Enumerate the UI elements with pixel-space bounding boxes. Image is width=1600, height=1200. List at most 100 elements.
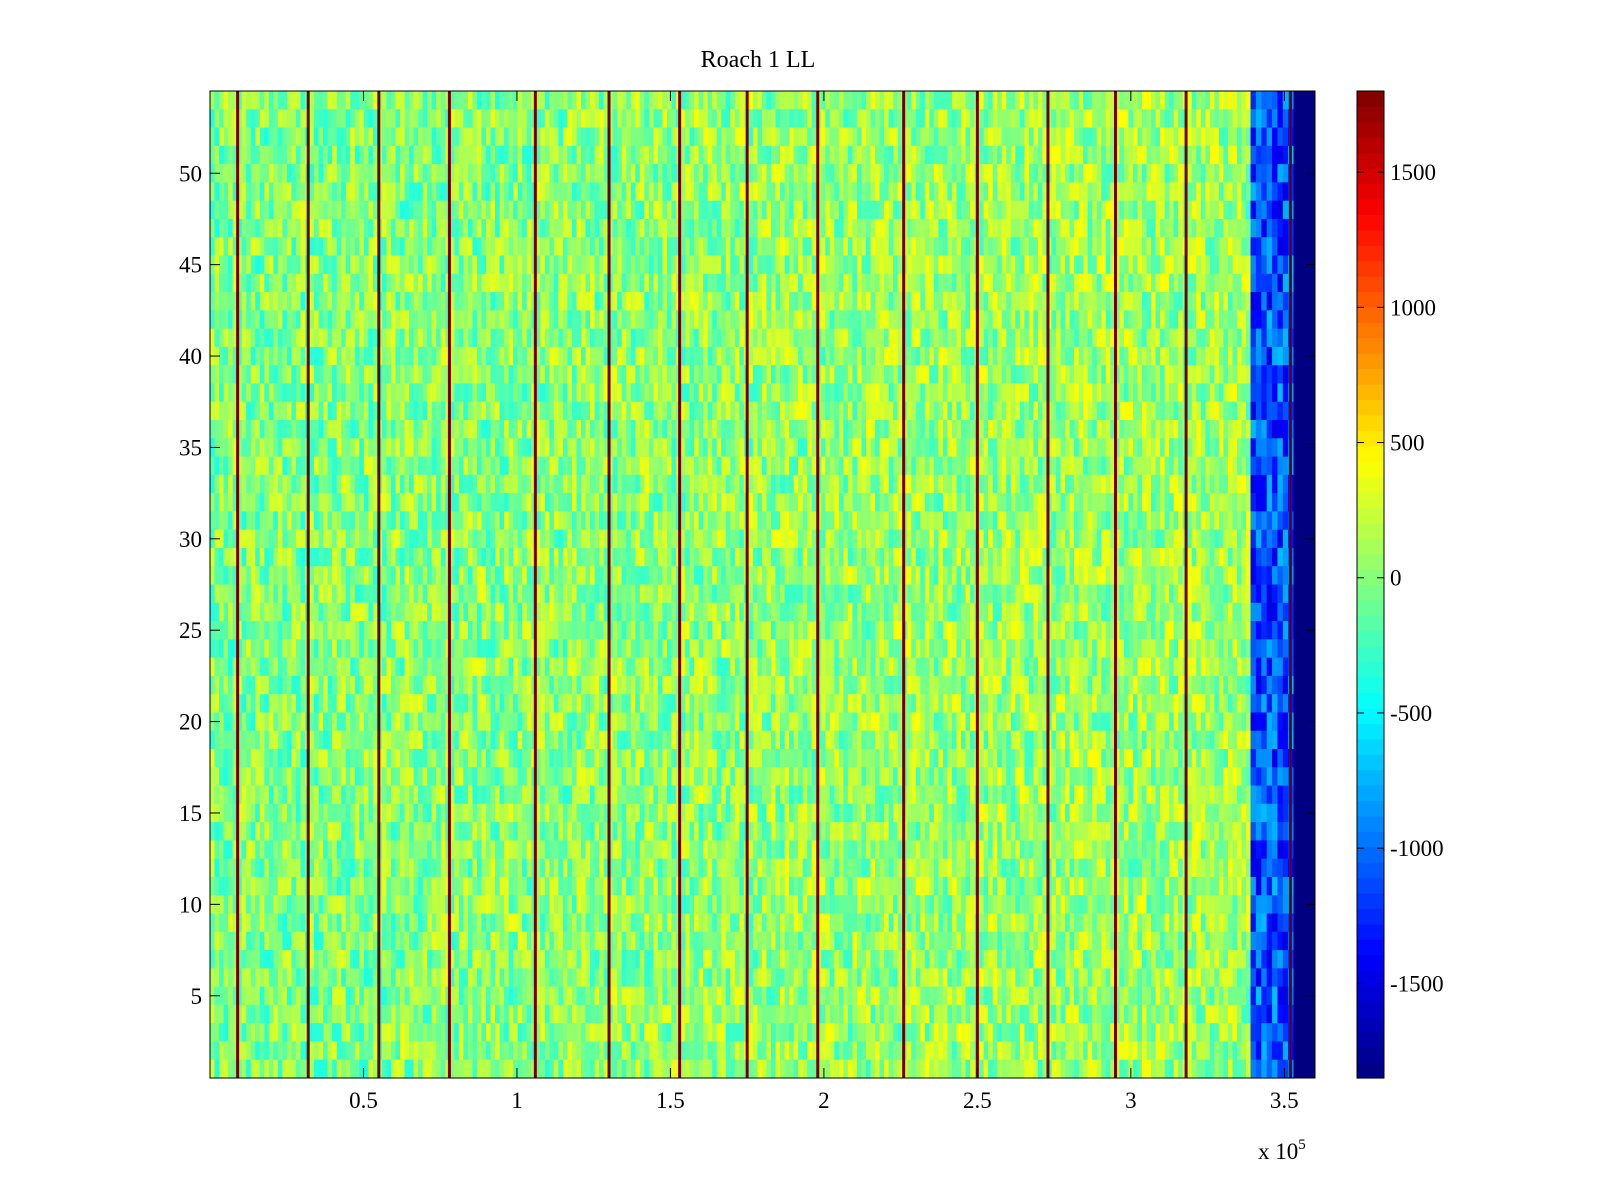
heatmap-cell: [920, 255, 926, 275]
heatmap-cell: [721, 127, 727, 147]
heatmap-cell: [694, 438, 700, 458]
heatmap-cell: [413, 438, 419, 458]
heatmap-cell: [992, 255, 998, 275]
heatmap-cell: [449, 401, 455, 421]
heatmap-cell: [947, 127, 953, 147]
heatmap-cell: [1236, 346, 1243, 366]
heatmap-cell: [413, 273, 419, 293]
heatmap-cell: [961, 145, 967, 165]
heatmap-cell: [1001, 292, 1007, 311]
heatmap-cell: [703, 365, 709, 385]
heatmap-cell: [1078, 91, 1084, 110]
heatmap-cell: [617, 346, 623, 366]
heatmap-cell: [1132, 237, 1139, 257]
heatmap-cell: [300, 438, 306, 458]
heatmap-cell: [1065, 292, 1071, 311]
heatmap-cell: [409, 182, 415, 202]
heatmap-cell: [847, 420, 854, 439]
heatmap-cell: [323, 456, 329, 476]
heatmap-cell: [476, 218, 483, 238]
heatmap-cell: [807, 365, 813, 385]
heatmap-cell: [1200, 237, 1206, 257]
heatmap-cell: [775, 255, 781, 275]
heatmap-cell: [694, 310, 700, 330]
heatmap-cell: [436, 456, 442, 476]
heatmap-cell: [608, 182, 614, 202]
heatmap-cell: [318, 127, 324, 147]
heatmap-cell: [1200, 328, 1206, 348]
heatmap-cell: [255, 383, 261, 403]
heatmap-cell: [1123, 237, 1129, 257]
heatmap-cell: [395, 310, 401, 330]
heatmap-cell: [644, 145, 650, 165]
heatmap-cell: [1128, 218, 1134, 238]
heatmap-cell: [1065, 456, 1071, 476]
heatmap-cell: [273, 273, 279, 293]
heatmap-cell-low: [1266, 255, 1273, 275]
heatmap-cell: [314, 346, 320, 366]
heatmap-cell: [314, 200, 320, 220]
heatmap-cell: [286, 438, 293, 458]
heatmap-cell: [1218, 420, 1224, 439]
heatmap-cell: [1128, 310, 1134, 330]
heatmap-cell: [386, 91, 392, 110]
heatmap-cell: [893, 346, 899, 366]
heatmap-cell: [585, 182, 591, 202]
heatmap-cell: [449, 127, 455, 147]
heatmap-cell: [1087, 310, 1093, 330]
heatmap-cell: [825, 456, 831, 476]
heatmap-cell: [504, 292, 510, 311]
heatmap-cell: [309, 310, 315, 330]
heatmap-cell: [780, 109, 786, 129]
heatmap-cell: [571, 456, 578, 476]
heatmap-cell: [345, 328, 351, 348]
heatmap-cell: [558, 218, 564, 238]
heatmap-cell: [495, 310, 501, 330]
heatmap-cell: [395, 237, 401, 257]
heatmap-cell: [228, 127, 234, 147]
heatmap-cell: [644, 401, 650, 421]
heatmap-cell: [662, 91, 668, 110]
heatmap-cell: [590, 365, 596, 385]
heatmap-cell: [617, 237, 623, 257]
heatmap-cell: [689, 127, 695, 147]
heatmap-cell: [626, 109, 632, 129]
heatmap-cell: [965, 401, 971, 421]
heatmap-cell: [544, 237, 550, 257]
heatmap-cell: [1092, 346, 1098, 366]
heatmap-cell: [1087, 438, 1093, 458]
heatmap-cell: [956, 328, 962, 348]
heatmap-cell: [680, 310, 686, 330]
heatmap-cell: [911, 182, 917, 202]
heatmap-cell: [418, 200, 424, 220]
heatmap-cell: [657, 438, 664, 458]
heatmap-cell: [291, 273, 297, 293]
heatmap-cell: [915, 109, 921, 129]
heatmap-cell: [612, 292, 618, 311]
heatmap-cell: [694, 346, 700, 366]
heatmap-cell: [1037, 200, 1044, 220]
heatmap-cell: [576, 255, 582, 275]
heatmap-cell: [558, 109, 564, 129]
heatmap-cell: [562, 237, 568, 257]
heatmap-cell: [1214, 109, 1220, 129]
heatmap-cell: [780, 273, 786, 293]
heatmap-cell: [1037, 145, 1044, 165]
heatmap-cell: [1119, 91, 1125, 110]
heatmap-cell: [1169, 237, 1175, 257]
heatmap-cell: [875, 109, 881, 129]
heatmap-cell: [1246, 438, 1252, 458]
heatmap-cell: [888, 383, 894, 403]
heatmap-cell: [332, 182, 338, 202]
heatmap-cell: [685, 200, 691, 220]
heatmap-cell: [997, 164, 1003, 183]
heatmap-cell: [540, 237, 546, 257]
heatmap-cell: [255, 237, 261, 257]
heatmap-cell: [739, 145, 745, 165]
heatmap-cell: [725, 255, 731, 275]
heatmap-cell: [372, 310, 378, 330]
heatmap-cell: [1074, 237, 1080, 257]
heatmap-cell: [1105, 273, 1111, 293]
heatmap-cell: [793, 401, 799, 421]
heatmap-cell: [1015, 255, 1021, 275]
